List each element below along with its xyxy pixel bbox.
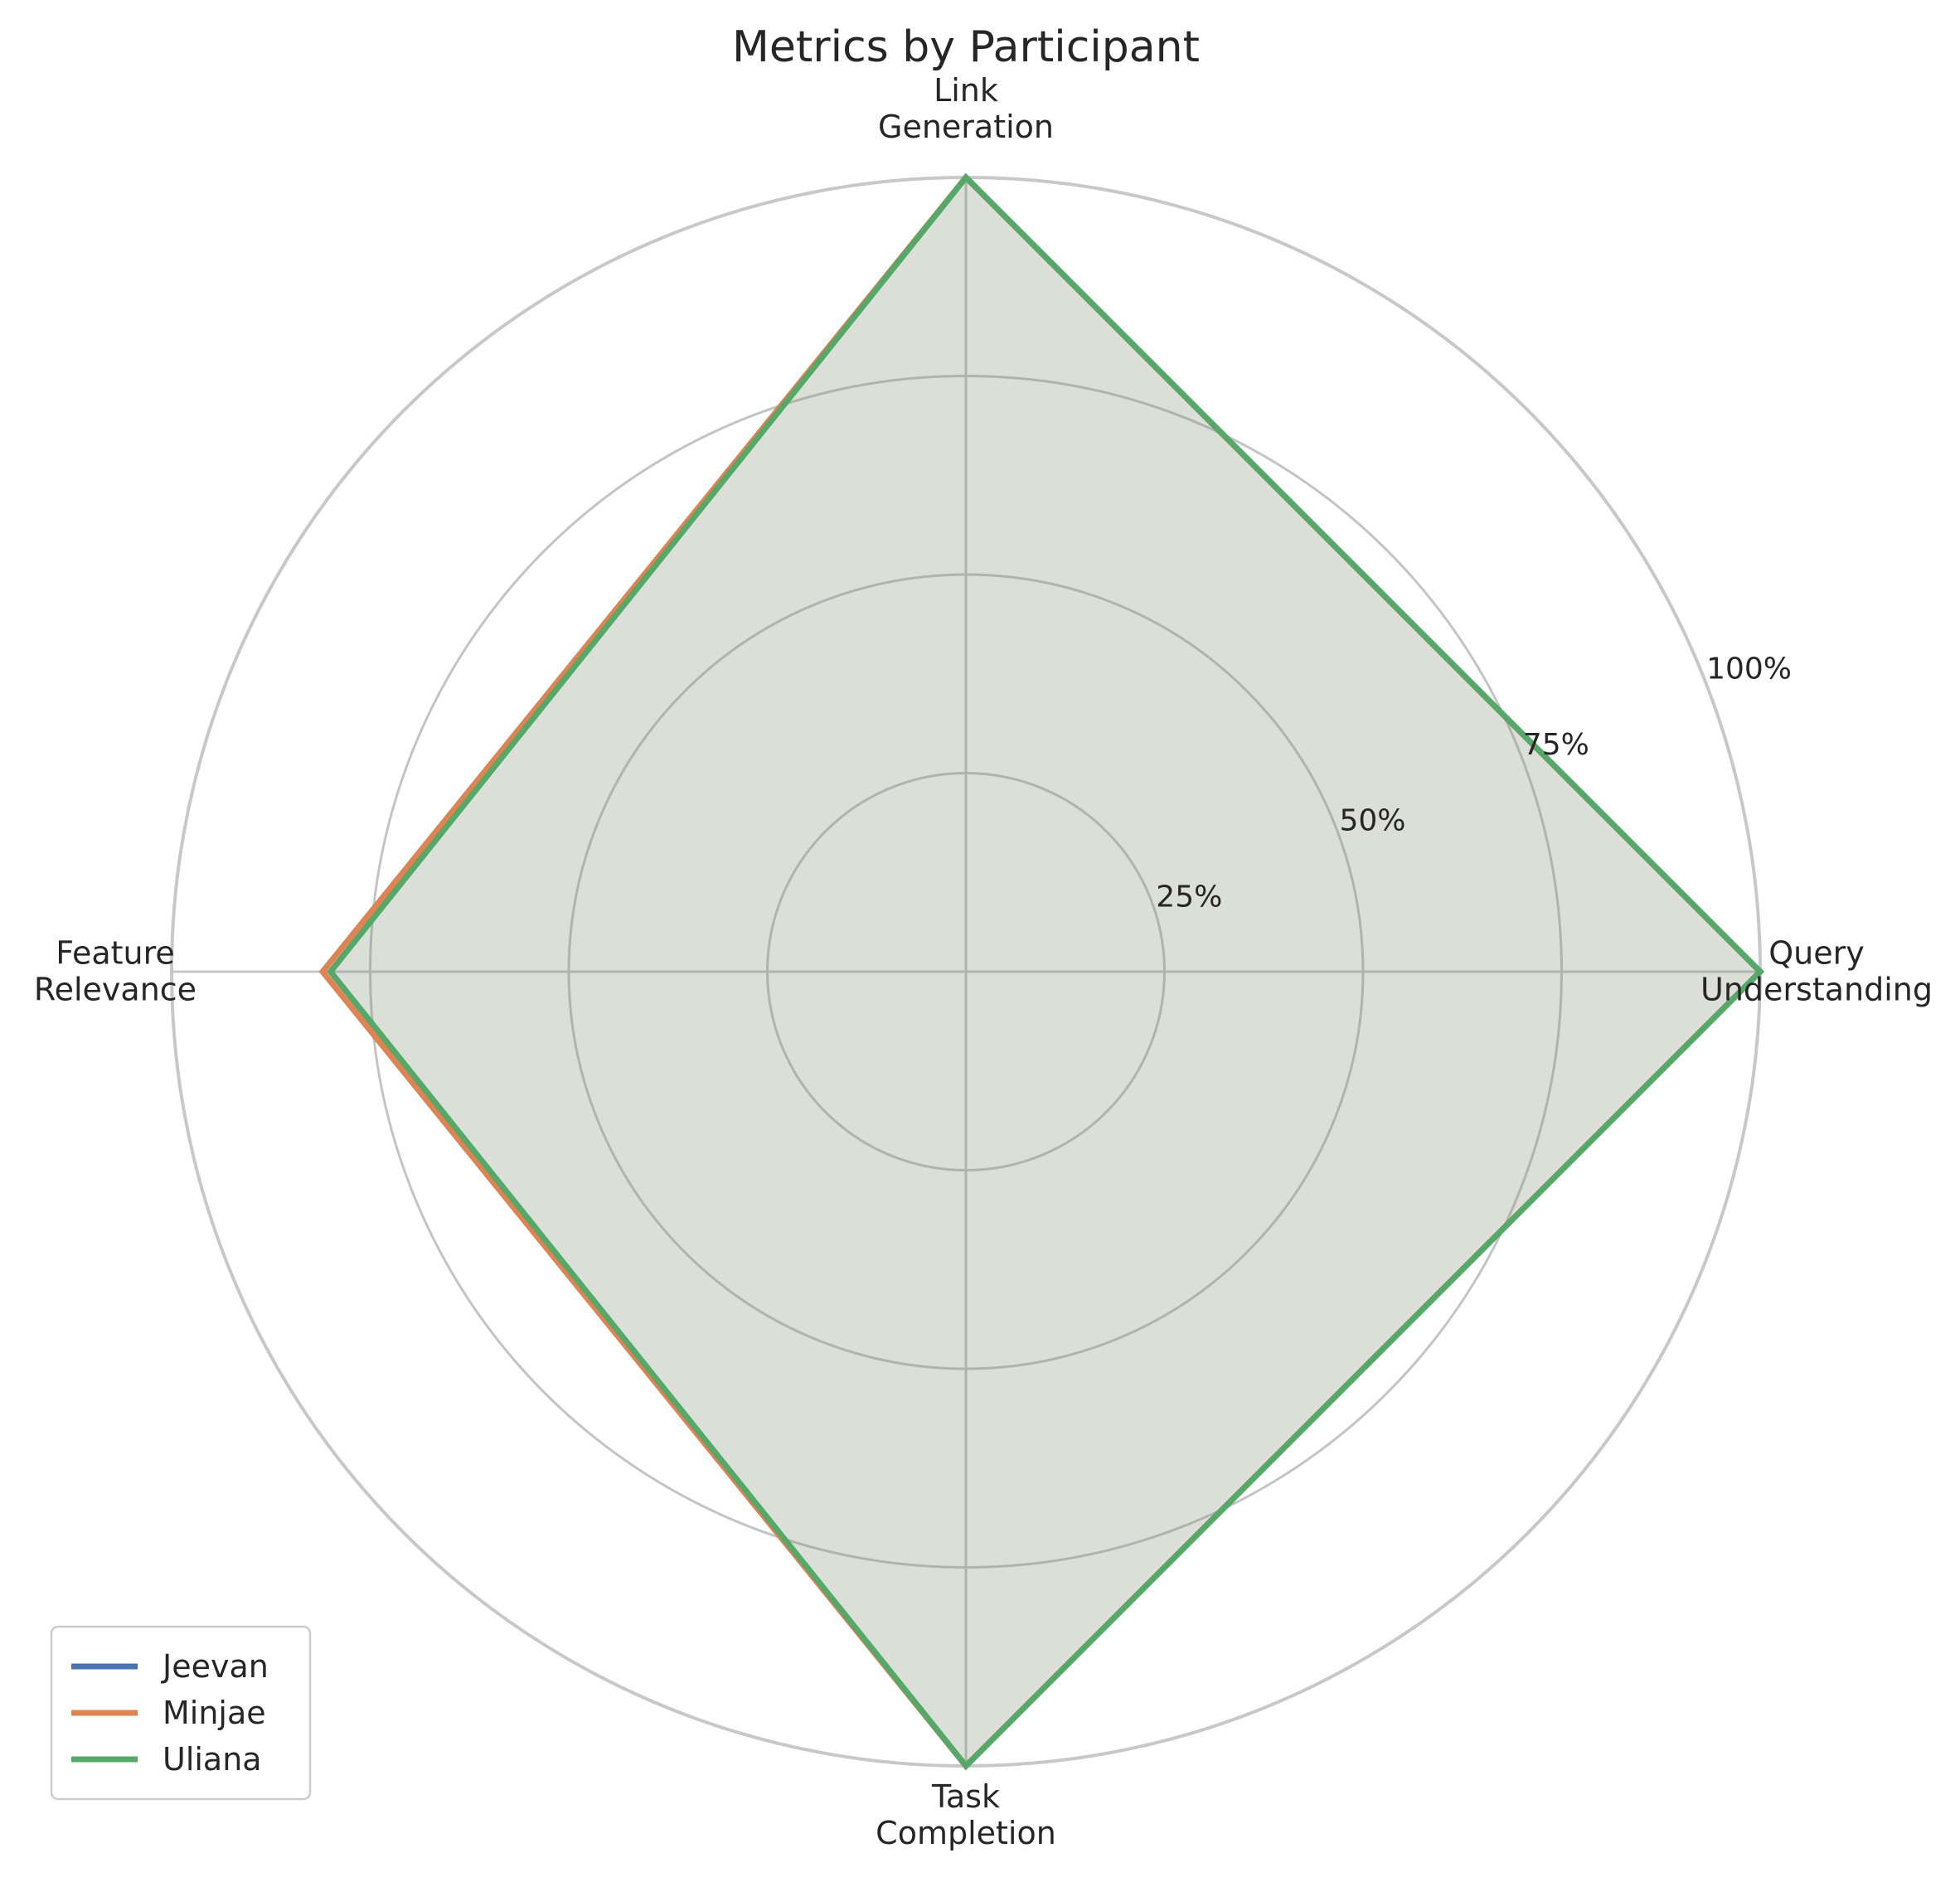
radial-tick-label: 25%	[1156, 880, 1222, 914]
series-fill-uliana	[330, 177, 1761, 1766]
axis-labels: Query Understanding Link Generation Feature R…	[34, 72, 1933, 1851]
series-fill-jeevan	[330, 177, 1761, 1766]
axis-label-line: Understanding	[1700, 971, 1933, 1007]
axis-label-line: Task	[931, 1778, 1000, 1815]
legend: Jeevan Minjae Uliana	[50, 1625, 312, 1801]
axis-label: Query Understanding	[1700, 934, 1933, 1007]
series-lines	[318, 172, 1764, 1771]
radial-tick-label: 50%	[1340, 804, 1406, 838]
legend-label-jeevan: Jeevan	[161, 1648, 269, 1685]
axis-label-line: Relevance	[34, 971, 196, 1007]
legend-label-uliana: Uliana	[163, 1741, 262, 1778]
axis-label-line: Link	[934, 72, 998, 109]
radial-tick-labels: 25% 50% 75% 100%	[1156, 652, 1792, 914]
axis-label: Link Generation	[878, 72, 1054, 145]
axis-label: Task Completion	[876, 1778, 1056, 1851]
series-fill-minjae	[323, 177, 1760, 1766]
axis-label: Feature Relevance	[34, 934, 196, 1007]
legend-frame	[50, 1625, 312, 1801]
axis-label-line: Completion	[876, 1815, 1056, 1851]
series-line-uliana	[327, 172, 1764, 1771]
legend-label-minjae: Minjae	[163, 1695, 266, 1731]
chart-title: Metrics by Participant	[732, 22, 1200, 72]
axis-label-line: Query	[1768, 934, 1864, 971]
series-fills	[323, 177, 1761, 1766]
radial-tick-label: 75%	[1523, 728, 1589, 762]
radial-tick-label: 100%	[1706, 652, 1792, 686]
axis-label-line: Feature	[56, 934, 175, 971]
axis-label-line: Generation	[878, 109, 1054, 145]
